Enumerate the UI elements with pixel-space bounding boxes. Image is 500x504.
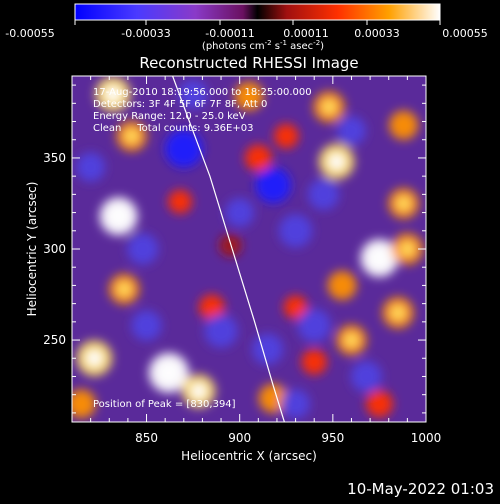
heatmap-blob — [131, 310, 162, 341]
heatmap-blob — [281, 389, 311, 419]
heatmap-blob — [278, 214, 313, 248]
heatmap-blob — [301, 349, 328, 375]
heatmap-blob-core — [191, 383, 207, 399]
heatmap-blob — [225, 198, 255, 228]
colorbar-tick-label: 0.00011 — [283, 27, 329, 40]
footer-timestamp: 10-May-2022 01:03 — [347, 480, 494, 498]
y-tick-label: 300 — [43, 242, 66, 256]
annotation-clean-counts: Clean Total counts: 9.36E+03 — [93, 123, 253, 134]
colorbar — [74, 3, 441, 21]
x-tick-label: 900 — [228, 431, 251, 445]
x-tick-label: 850 — [135, 431, 158, 445]
heatmap-blob — [297, 308, 331, 343]
colorbar-tick-label: 0.00033 — [354, 27, 400, 40]
annotations: 17-Aug-2010 18:19:56.000 to 18:25:00.000… — [93, 87, 312, 134]
heatmap-blob — [327, 270, 357, 300]
colorbar-units: (photons cm-2 s-1 asec-2) — [202, 39, 324, 52]
y-tick-labels: 250 300 350 — [43, 151, 66, 347]
heatmap-blob — [389, 110, 419, 140]
heatmap-blob-core — [400, 241, 415, 257]
heatmap-blob — [244, 144, 272, 172]
heatmap-layer — [72, 76, 424, 419]
heatmap-blob — [76, 152, 106, 182]
heatmap-blob — [365, 390, 393, 418]
heatmap-blob — [204, 314, 238, 348]
y-tick-label: 250 — [43, 333, 66, 347]
heatmap-blob-core — [110, 207, 128, 225]
heatmap-blob — [178, 79, 208, 109]
heatmap-blob-core — [322, 99, 337, 114]
annotation-detectors: Detectors: 3F 4F 5F 6F 7F 8F, Att 0 — [93, 99, 267, 110]
x-tick-label: 1000 — [411, 431, 442, 445]
x-axis-label: Heliocentric X (arcsec) — [181, 449, 317, 463]
heatmap-blob-core — [396, 196, 411, 211]
colorbar-tick-labels: -0.00055 -0.00033 -0.00011 0.00011 0.000… — [5, 27, 487, 40]
x-tick-labels: 850 900 950 1000 — [135, 431, 441, 445]
heatmap-blob-core — [328, 153, 345, 170]
colorbar-ticks — [74, 20, 441, 25]
peak-position-label: Position of Peak = [830,394] — [93, 399, 236, 410]
axes — [72, 76, 427, 422]
chart-title: Reconstructed RHESSI Image — [139, 54, 358, 72]
heatmap-blob-core — [370, 249, 388, 267]
colorbar-tick-label: -0.00055 — [5, 27, 54, 40]
heatmap-blob-core — [117, 282, 132, 296]
heatmap-blob — [255, 167, 292, 204]
heatmap-blob — [258, 383, 288, 413]
heatmap-blob-core — [86, 350, 103, 367]
heatmap-blob — [198, 294, 225, 321]
y-tick-label: 350 — [43, 151, 66, 165]
heatmap-blob — [168, 189, 192, 214]
heatmap-blob — [164, 129, 203, 168]
heatmap-blob — [307, 178, 340, 211]
heatmap-blob-core — [344, 333, 359, 347]
y-axis-label: Heliocentric Y (arcsec) — [25, 182, 39, 317]
heatmap-blob-core — [391, 305, 406, 320]
heatmap-blob — [283, 295, 308, 320]
heatmap-blob — [72, 389, 96, 419]
heatmap-blob — [219, 234, 242, 257]
heatmap-blob-core — [124, 129, 139, 143]
colorbar-tick-label: -0.00033 — [121, 27, 170, 40]
annotation-energy-range: Energy Range: 12.0 - 25.0 keV — [93, 111, 246, 122]
heatmap-blob — [234, 81, 264, 111]
heatmap-blob-core — [105, 86, 121, 103]
heatmap-blob — [127, 233, 159, 265]
heatmap-blob-core — [159, 363, 178, 382]
colorbar-tick-label: 0.00055 — [442, 27, 488, 40]
heatmap-blob — [350, 360, 383, 393]
heatmap-blob — [336, 116, 367, 146]
colorbar-tick-label: -0.00011 — [205, 27, 254, 40]
annotation-time-range: 17-Aug-2010 18:19:56.000 to 18:25:00.000 — [93, 87, 312, 98]
heatmap-blob — [251, 333, 284, 365]
solar-limb-curve — [172, 76, 285, 422]
heatmap-blob — [273, 123, 299, 149]
x-tick-label: 950 — [321, 431, 344, 445]
